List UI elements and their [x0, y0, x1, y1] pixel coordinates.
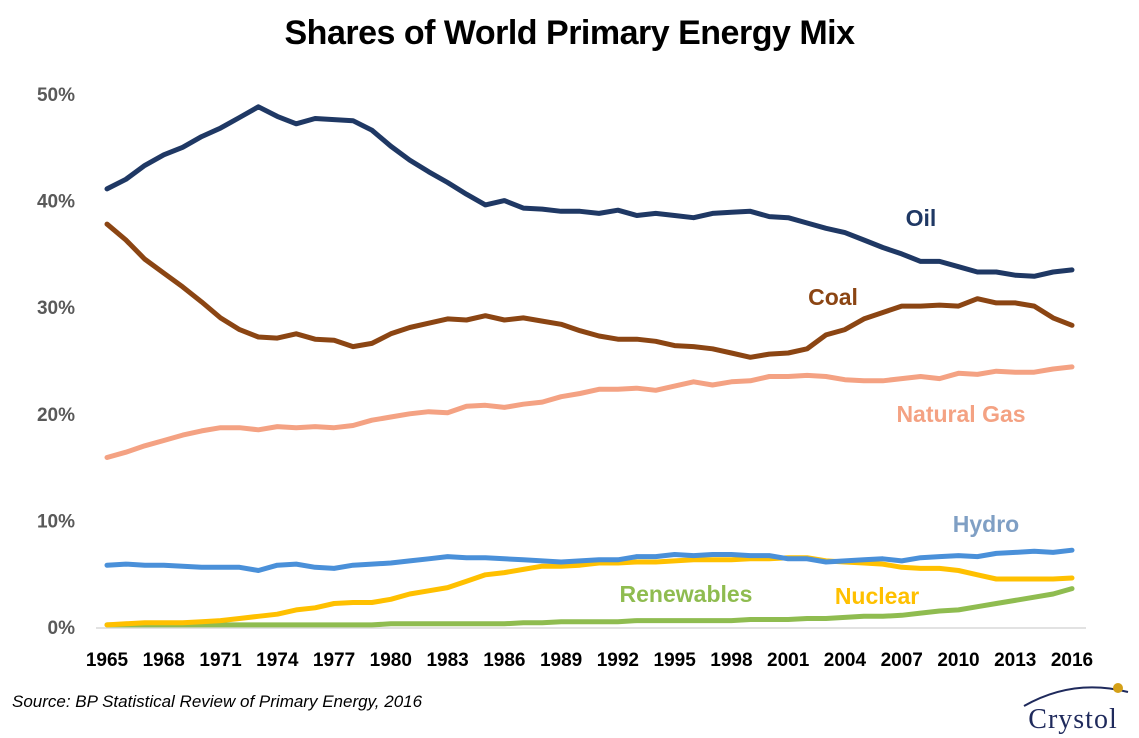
logo-text: Crystol: [1028, 704, 1118, 735]
x-tick-label: 1989: [540, 650, 582, 671]
y-tick-label: 10%: [37, 511, 75, 532]
x-tick-label: 1968: [143, 650, 185, 671]
y-tick-label: 40%: [37, 192, 75, 213]
x-tick-label: 2004: [824, 650, 867, 671]
x-tick-label: 1971: [199, 650, 242, 671]
y-tick-label: 30%: [37, 298, 75, 319]
series-label-renewables: Renewables: [620, 581, 753, 607]
x-tick-label: 2007: [881, 650, 923, 671]
logo-swoosh-icon: [1023, 683, 1129, 707]
series-line-coal: [104, 221, 1075, 360]
x-tick-label: 1977: [313, 650, 355, 671]
x-tick-label: 1974: [256, 650, 299, 671]
series-label-oil: Oil: [906, 205, 937, 231]
x-tick-label: 2010: [937, 650, 979, 671]
x-tick-label: 1986: [483, 650, 525, 671]
chart-title: Shares of World Primary Energy Mix: [284, 14, 856, 52]
x-tick-label: 1998: [710, 650, 752, 671]
y-tick-label: 20%: [37, 405, 75, 426]
series-line-oil: [104, 104, 1075, 279]
series-line-hydro: [104, 547, 1075, 573]
series-label-natural-gas: Natural Gas: [896, 401, 1025, 427]
source-note: Source: BP Statistical Review of Primary…: [12, 692, 423, 711]
series-line-renewables: [104, 586, 1075, 628]
x-tick-label: 2013: [994, 650, 1036, 671]
x-tick-label: 1983: [426, 650, 468, 671]
crystol-logo: Crystol: [1010, 676, 1136, 736]
series-label-coal: Coal: [808, 284, 858, 310]
x-tick-label: 1980: [370, 650, 412, 671]
series-line-nuclear: [104, 555, 1075, 628]
series-lines: [104, 104, 1075, 628]
series-label-hydro: Hydro: [953, 511, 1019, 537]
x-tick-label: 1995: [654, 650, 697, 671]
x-axis: 1965 1968 1971 1974 1977 1980 1983 1986 1989 1992…: [86, 650, 1093, 671]
series-label-nuclear: Nuclear: [835, 583, 919, 609]
y-tick-label: 50%: [37, 85, 75, 106]
x-tick-label: 1992: [597, 650, 639, 671]
y-axis: 0% 10% 20% 30% 40% 50%: [37, 85, 75, 639]
x-tick-label: 2001: [767, 650, 810, 671]
y-tick-label: 0%: [48, 618, 76, 639]
x-tick-label: 1965: [86, 650, 129, 671]
x-tick-label: 2016: [1051, 650, 1093, 671]
series-line-natural-gas: [104, 364, 1075, 460]
series-labels: Oil Coal Natural Gas Hydro Renewables Nuclear: [620, 205, 1026, 609]
